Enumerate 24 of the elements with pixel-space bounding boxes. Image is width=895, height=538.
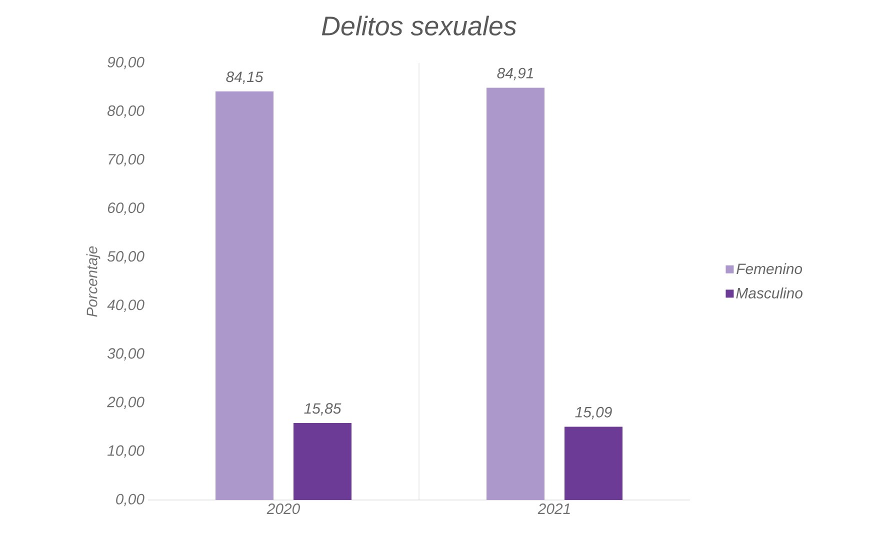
data-label: 15,09: [575, 406, 612, 420]
x-tick-label: 2020: [266, 504, 300, 514]
y-tick-label: 90,00: [108, 56, 144, 70]
bar: [564, 426, 623, 500]
y-tick-label: 80,00: [107, 105, 144, 118]
data-label: 15,85: [304, 403, 342, 416]
data-label: 84,15: [226, 72, 264, 84]
bar: [486, 88, 545, 500]
chart-title: Delitos sexuales: [322, 16, 516, 36]
y-tick-label: 0,00: [116, 494, 144, 506]
y-tick-label: 10,00: [107, 445, 144, 458]
y-tick-label: 50,00: [107, 251, 144, 264]
y-axis-title: Porcentaje: [86, 246, 100, 317]
bar: [216, 91, 274, 500]
y-tick-label: 30,00: [107, 348, 144, 360]
y-tick-label: 20,00: [106, 396, 144, 410]
bar: [294, 423, 352, 500]
y-tick-label: 70,00: [108, 154, 144, 166]
data-label: 84,91: [497, 68, 533, 80]
legend-label: Femenino: [736, 263, 802, 274]
y-tick-label: 40,00: [107, 300, 144, 312]
legend-label: Masculino: [736, 287, 802, 298]
x-tick-label: 2021: [538, 504, 570, 514]
y-tick-label: 60,00: [108, 202, 144, 215]
